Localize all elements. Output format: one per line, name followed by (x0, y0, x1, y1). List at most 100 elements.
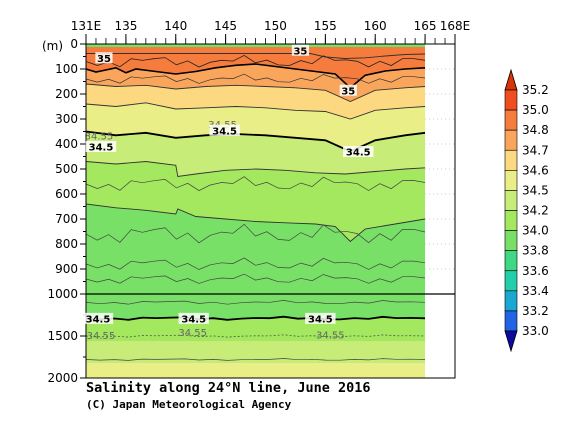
y-tick-label: 1000 (47, 287, 78, 301)
contour-thin-3 (86, 273, 426, 284)
y-tick-label: 400 (55, 137, 78, 151)
contour-label-bg (85, 141, 117, 152)
contour-label-bg (305, 312, 336, 324)
chart-credit: (C) Japan Meteorological Agency (86, 398, 292, 411)
fill-layer-34.2 (86, 161, 426, 242)
x-tick-label: 165 (414, 19, 437, 33)
deep-band-34.2 (86, 318, 426, 342)
x-tick-label: 145 (214, 19, 237, 33)
contour-surface-2 (86, 73, 426, 84)
colorbar-swatch (504, 270, 518, 292)
x-tick-label: 155 (314, 19, 337, 33)
deep-band-34.0 (86, 294, 426, 319)
x-tick-label: 168E (440, 19, 471, 33)
deep-band-34.5 (86, 341, 426, 363)
contour-34.8 (86, 83, 426, 102)
contour-label: 34.55 (87, 331, 116, 342)
contour-label-bg (343, 146, 374, 157)
contour-label: 35 (97, 54, 111, 65)
x-tick-label: 150 (264, 19, 287, 33)
contour-label: 35 (293, 46, 307, 57)
colorbar-label: 34.6 (522, 163, 549, 177)
colorbar-label: 34.2 (522, 204, 549, 218)
colorbar-label: 34.8 (522, 123, 549, 137)
colorbar-label: 33.6 (522, 264, 549, 278)
contour-34.2 (86, 203, 426, 243)
colorbar-swatch (504, 109, 518, 131)
y-tick-label: 300 (55, 112, 78, 126)
colorbar-label: 35.0 (522, 103, 549, 117)
colorbar-label: 33.2 (522, 304, 549, 318)
colorbar-swatch (504, 210, 518, 231)
contour-deep-thin-2 (86, 358, 426, 361)
colorbar-swatch (504, 310, 518, 332)
contour-34.5-bold-deep (86, 315, 426, 321)
colorbar-swatch (504, 190, 518, 211)
y-tick-label: 1500 (47, 329, 78, 343)
colorbar-top-triangle (504, 68, 518, 91)
colorbar-label: 35.2 (522, 83, 549, 97)
contour-label-bg (82, 312, 114, 324)
y-tick-label: 900 (55, 262, 78, 276)
fill-layer-34.5 (86, 131, 426, 177)
colorbar-label: 34.5 (522, 183, 549, 197)
x-tick-label: 135 (114, 19, 137, 33)
contour-34.7 (86, 102, 426, 120)
contour-label: 34.55 (178, 328, 207, 339)
y-tick-label: 600 (55, 187, 78, 201)
y-tick-label: 100 (55, 62, 78, 76)
colorbar-swatch (504, 170, 518, 191)
contour-label-bg (178, 312, 209, 324)
colorbar-label: 34.7 (522, 143, 549, 157)
contour-label: 34.5 (89, 143, 114, 154)
y-tick-label: 2000 (47, 371, 78, 385)
contour-label-bg (339, 84, 357, 96)
x-tick-label: 160 (364, 19, 387, 33)
contour-labels: 35353534.5534.534.5534.534.534.534.534.5… (82, 44, 374, 342)
plot-frame (85, 43, 456, 379)
y-tick-label: 700 (55, 212, 78, 226)
colorbar: 35.2 35.0 34.8 34.7 34.6 34.5 34.2 34.0 33.8 33.6… (504, 68, 549, 353)
contour-deep-thin-1 (86, 300, 426, 305)
contour-label-bg (209, 124, 240, 136)
colorbar-label: 33.8 (522, 244, 549, 258)
colorbar-swatch (504, 290, 518, 312)
colorbar-swatch (504, 250, 518, 272)
colorbar-bottom-triangle (504, 330, 518, 353)
y-axis-unit-label: (m) (42, 39, 63, 53)
contour-34.55-dotted-deep (86, 334, 426, 338)
salinity-fill-layers (86, 44, 426, 378)
contour-lines (86, 53, 426, 361)
contour-35-bold (86, 63, 426, 89)
colorbar-swatch (504, 230, 518, 251)
contour-label: 34.5 (86, 314, 111, 325)
contour-label: 34.55 (316, 330, 345, 341)
y-axis: 0 100 200 300 400 500 600 700 800 900 1000 1500 2000 (47, 37, 86, 385)
deep-band-34.6 (86, 362, 426, 378)
plot-border (85, 43, 456, 379)
chart-title: Salinity along 24°N line, June 2016 (86, 380, 371, 396)
contour-label-bg (95, 52, 113, 64)
colorbar-label: 33.4 (522, 284, 549, 298)
contour-label: 34.5 (181, 314, 206, 325)
x-axis: 131E 135 140 145 150 155 160 165 168E (71, 19, 471, 44)
contour-label: 34.5 (346, 148, 371, 159)
contour-label: 34.5 (212, 126, 237, 137)
contour-thin-1 (86, 223, 426, 244)
y-tick-label: 500 (55, 162, 78, 176)
colorbar-swatch (504, 129, 518, 151)
contour-label: 34.55 (85, 131, 114, 142)
y-tick-label: 200 (55, 87, 78, 101)
fill-layer-34.7 (86, 84, 426, 119)
colorbar-swatch (504, 149, 518, 171)
contour-34.5-bold-upper (86, 130, 426, 153)
x-tick-label: 140 (164, 19, 187, 33)
fill-layer-34.0 (86, 204, 426, 294)
contour-35.2 (86, 53, 426, 59)
contour-thin-2 (86, 257, 426, 270)
contour-label: 34.5 (308, 314, 333, 325)
colorbar-swatch (504, 89, 518, 111)
contour-label-bg (291, 44, 310, 56)
fill-layer-34.6 (86, 102, 426, 152)
